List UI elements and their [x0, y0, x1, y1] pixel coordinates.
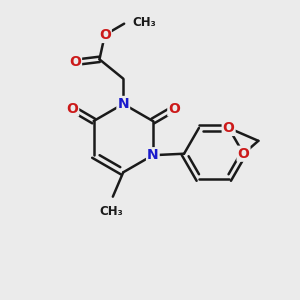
Text: CH₃: CH₃ [100, 205, 123, 218]
Text: O: O [69, 55, 81, 69]
Text: O: O [238, 147, 249, 161]
Text: O: O [66, 101, 78, 116]
Text: N: N [147, 148, 159, 162]
Text: O: O [99, 28, 111, 42]
Text: CH₃: CH₃ [133, 16, 156, 29]
Text: N: N [117, 97, 129, 111]
Text: O: O [223, 121, 235, 135]
Text: O: O [168, 101, 180, 116]
